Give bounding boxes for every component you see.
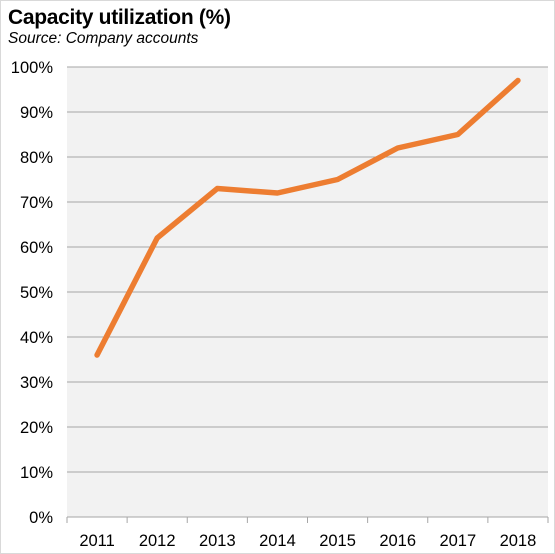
x-tick-label: 2014 <box>259 532 296 550</box>
x-axis-ticks <box>66 517 549 523</box>
series-group <box>94 77 521 358</box>
y-tick-label: 30% <box>20 374 53 392</box>
x-axis-labels: 2011 2012 2013 2014 2015 2016 2017 2018 <box>79 532 536 550</box>
chart-title: Capacity utilization (%) <box>8 6 231 29</box>
y-axis-labels: 0% 10% 20% 30% 40% 50% 60% 70% 80% 90% 100% <box>11 59 54 527</box>
x-tick-label: 2018 <box>500 532 537 550</box>
y-tick-label: 50% <box>20 284 53 302</box>
y-tick-label: 70% <box>20 194 53 212</box>
y-tick-label: 20% <box>20 419 53 437</box>
x-tick-label: 2017 <box>439 532 476 550</box>
y-tick-label: 60% <box>20 239 53 257</box>
gridlines <box>67 66 548 518</box>
y-tick-label: 10% <box>20 464 53 482</box>
x-tick-label: 2016 <box>379 532 416 550</box>
x-tick-label: 2013 <box>199 532 236 550</box>
y-tick-label: 0% <box>29 509 53 527</box>
chart-subtitle: Source: Company accounts <box>8 30 199 47</box>
y-tick-label: 100% <box>11 59 54 77</box>
series-line <box>94 77 521 358</box>
y-tick-label: 90% <box>20 104 53 122</box>
x-tick-label: 2012 <box>139 532 176 550</box>
y-tick-label: 40% <box>20 329 53 347</box>
y-tick-label: 80% <box>20 149 53 167</box>
x-tick-label: 2011 <box>79 532 114 550</box>
x-tick-label: 2015 <box>319 532 356 550</box>
